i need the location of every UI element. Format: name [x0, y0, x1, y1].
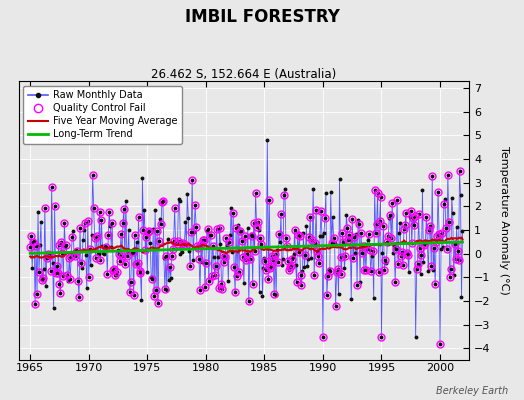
Y-axis label: Temperature Anomaly (°C): Temperature Anomaly (°C)	[499, 146, 509, 295]
Title: 26.462 S, 152.664 E (Australia): 26.462 S, 152.664 E (Australia)	[151, 68, 336, 81]
Text: Berkeley Earth: Berkeley Earth	[436, 386, 508, 396]
Text: IMBIL FORESTRY: IMBIL FORESTRY	[184, 8, 340, 26]
Legend: Raw Monthly Data, Quality Control Fail, Five Year Moving Average, Long-Term Tren: Raw Monthly Data, Quality Control Fail, …	[24, 86, 182, 144]
